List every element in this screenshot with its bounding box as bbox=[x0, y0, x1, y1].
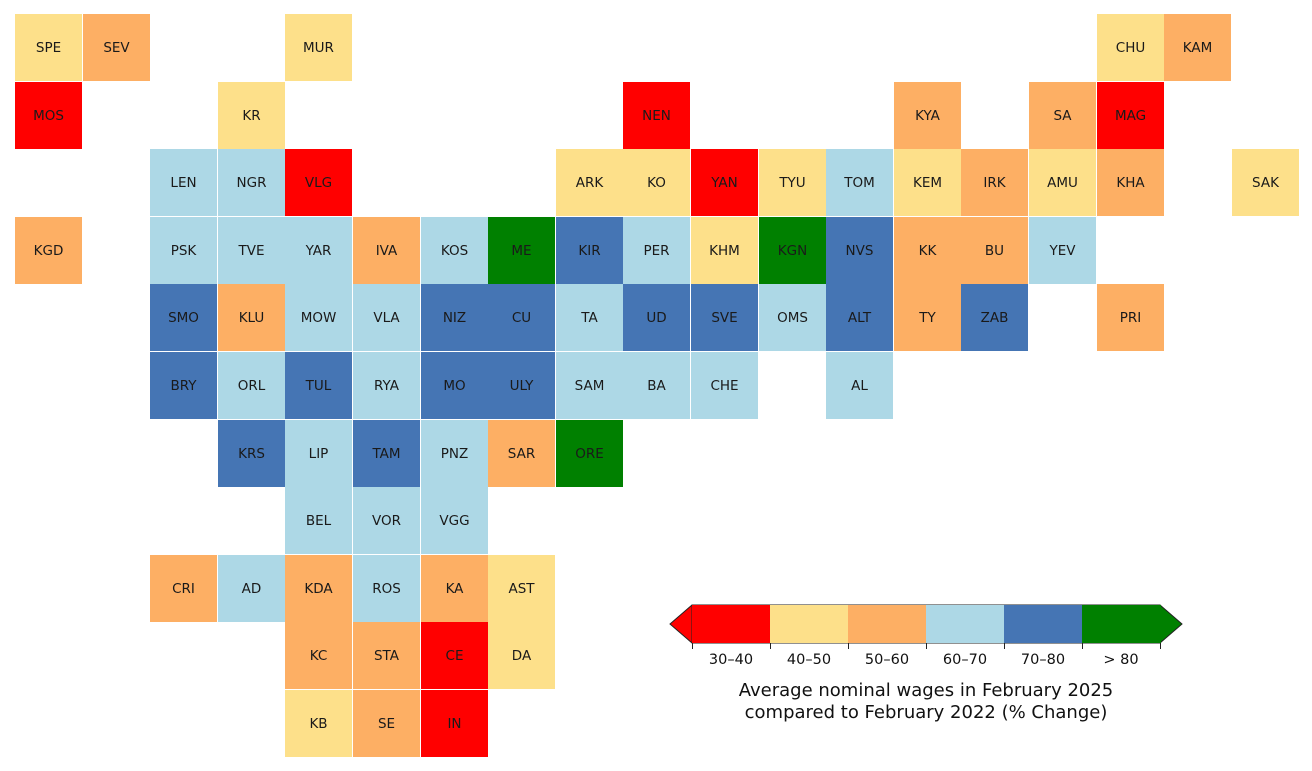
region-tile-kha: KHA bbox=[1097, 149, 1165, 217]
region-tile-klu: KLU bbox=[218, 284, 286, 352]
region-tile-ce: CE bbox=[421, 622, 489, 690]
region-tile-ko: KO bbox=[623, 149, 691, 217]
region-tile-vla: VLA bbox=[353, 284, 421, 352]
region-tile-yan: YAN bbox=[691, 149, 759, 217]
region-tile-sak: SAK bbox=[1232, 149, 1300, 217]
region-tile-yar: YAR bbox=[285, 217, 353, 285]
region-tile-uly: ULY bbox=[488, 352, 556, 420]
region-tile-kir: KIR bbox=[556, 217, 624, 285]
region-tile-tyu: TYU bbox=[759, 149, 827, 217]
region-tile-nvs: NVS bbox=[826, 217, 894, 285]
region-tile-mo: MO bbox=[421, 352, 489, 420]
region-tile-mow: MOW bbox=[285, 284, 353, 352]
region-tile-in: IN bbox=[421, 690, 489, 758]
region-tile-kem: KEM bbox=[894, 149, 962, 217]
region-tile-tve: TVE bbox=[218, 217, 286, 285]
region-tile-psk: PSK bbox=[150, 217, 218, 285]
region-tile-tom: TOM bbox=[826, 149, 894, 217]
region-tile-krs: KRS bbox=[218, 420, 286, 488]
region-tile-me: ME bbox=[488, 217, 556, 285]
region-tile-kb: KB bbox=[285, 690, 353, 758]
region-tile-sa: SA bbox=[1029, 82, 1097, 150]
region-tile-kr: KR bbox=[218, 82, 286, 150]
region-tile-cu: CU bbox=[488, 284, 556, 352]
region-tile-kda: KDA bbox=[285, 555, 353, 623]
region-tile-ore: ORE bbox=[556, 420, 624, 488]
region-tile-irk: IRK bbox=[961, 149, 1029, 217]
region-tile-zab: ZAB bbox=[961, 284, 1029, 352]
region-tile-mos: MOS bbox=[15, 82, 83, 150]
region-tile-kgd: KGD bbox=[15, 217, 83, 285]
region-tile-orl: ORL bbox=[218, 352, 286, 420]
region-tile-sam: SAM bbox=[556, 352, 624, 420]
region-tile-sev: SEV bbox=[83, 14, 151, 82]
region-tile-oms: OMS bbox=[759, 284, 827, 352]
region-tile-ka: KA bbox=[421, 555, 489, 623]
region-tile-mur: MUR bbox=[285, 14, 353, 82]
region-tile-pnz: PNZ bbox=[421, 420, 489, 488]
region-tile-ros: ROS bbox=[353, 555, 421, 623]
region-tile-sar: SAR bbox=[488, 420, 556, 488]
region-tile-ta: TA bbox=[556, 284, 624, 352]
region-tile-ark: ARK bbox=[556, 149, 624, 217]
region-tile-che: CHE bbox=[691, 352, 759, 420]
region-tile-mag: MAG bbox=[1097, 82, 1165, 150]
region-tile-ad: AD bbox=[218, 555, 286, 623]
region-tile-tul: TUL bbox=[285, 352, 353, 420]
region-tile-ast: AST bbox=[488, 555, 556, 623]
region-tile-pri: PRI bbox=[1097, 284, 1165, 352]
region-tile-yev: YEV bbox=[1029, 217, 1097, 285]
region-tile-len: LEN bbox=[150, 149, 218, 217]
region-tile-khm: KHM bbox=[691, 217, 759, 285]
region-tile-per: PER bbox=[623, 217, 691, 285]
region-tile-da: DA bbox=[488, 622, 556, 690]
region-tile-vgg: VGG bbox=[421, 487, 489, 555]
region-tile-ba: BA bbox=[623, 352, 691, 420]
region-tile-bu: BU bbox=[961, 217, 1029, 285]
region-tile-niz: NIZ bbox=[421, 284, 489, 352]
region-tile-sve: SVE bbox=[691, 284, 759, 352]
region-tile-amu: AMU bbox=[1029, 149, 1097, 217]
region-tile-se: SE bbox=[353, 690, 421, 758]
region-tile-vor: VOR bbox=[353, 487, 421, 555]
region-tile-rya: RYA bbox=[353, 352, 421, 420]
region-tile-kk: KK bbox=[894, 217, 962, 285]
region-tile-tam: TAM bbox=[353, 420, 421, 488]
region-tile-kc: KC bbox=[285, 622, 353, 690]
region-tile-alt: ALT bbox=[826, 284, 894, 352]
region-tile-iva: IVA bbox=[353, 217, 421, 285]
region-tile-bel: BEL bbox=[285, 487, 353, 555]
region-tile-vlg: VLG bbox=[285, 149, 353, 217]
region-tile-spe: SPE bbox=[15, 14, 83, 82]
region-tile-chu: CHU bbox=[1097, 14, 1165, 82]
region-tile-kgn: KGN bbox=[759, 217, 827, 285]
region-tile-lip: LIP bbox=[285, 420, 353, 488]
region-tile-smo: SMO bbox=[150, 284, 218, 352]
region-tile-sta: STA bbox=[353, 622, 421, 690]
region-tile-nen: NEN bbox=[623, 82, 691, 150]
region-tile-bry: BRY bbox=[150, 352, 218, 420]
region-tile-al: AL bbox=[826, 352, 894, 420]
region-tile-ty: TY bbox=[894, 284, 962, 352]
region-tile-cri: CRI bbox=[150, 555, 218, 623]
region-tile-ngr: NGR bbox=[218, 149, 286, 217]
region-tile-kya: KYA bbox=[894, 82, 962, 150]
region-tile-kam: KAM bbox=[1164, 14, 1232, 82]
region-tile-ud: UD bbox=[623, 284, 691, 352]
region-tile-kos: KOS bbox=[421, 217, 489, 285]
